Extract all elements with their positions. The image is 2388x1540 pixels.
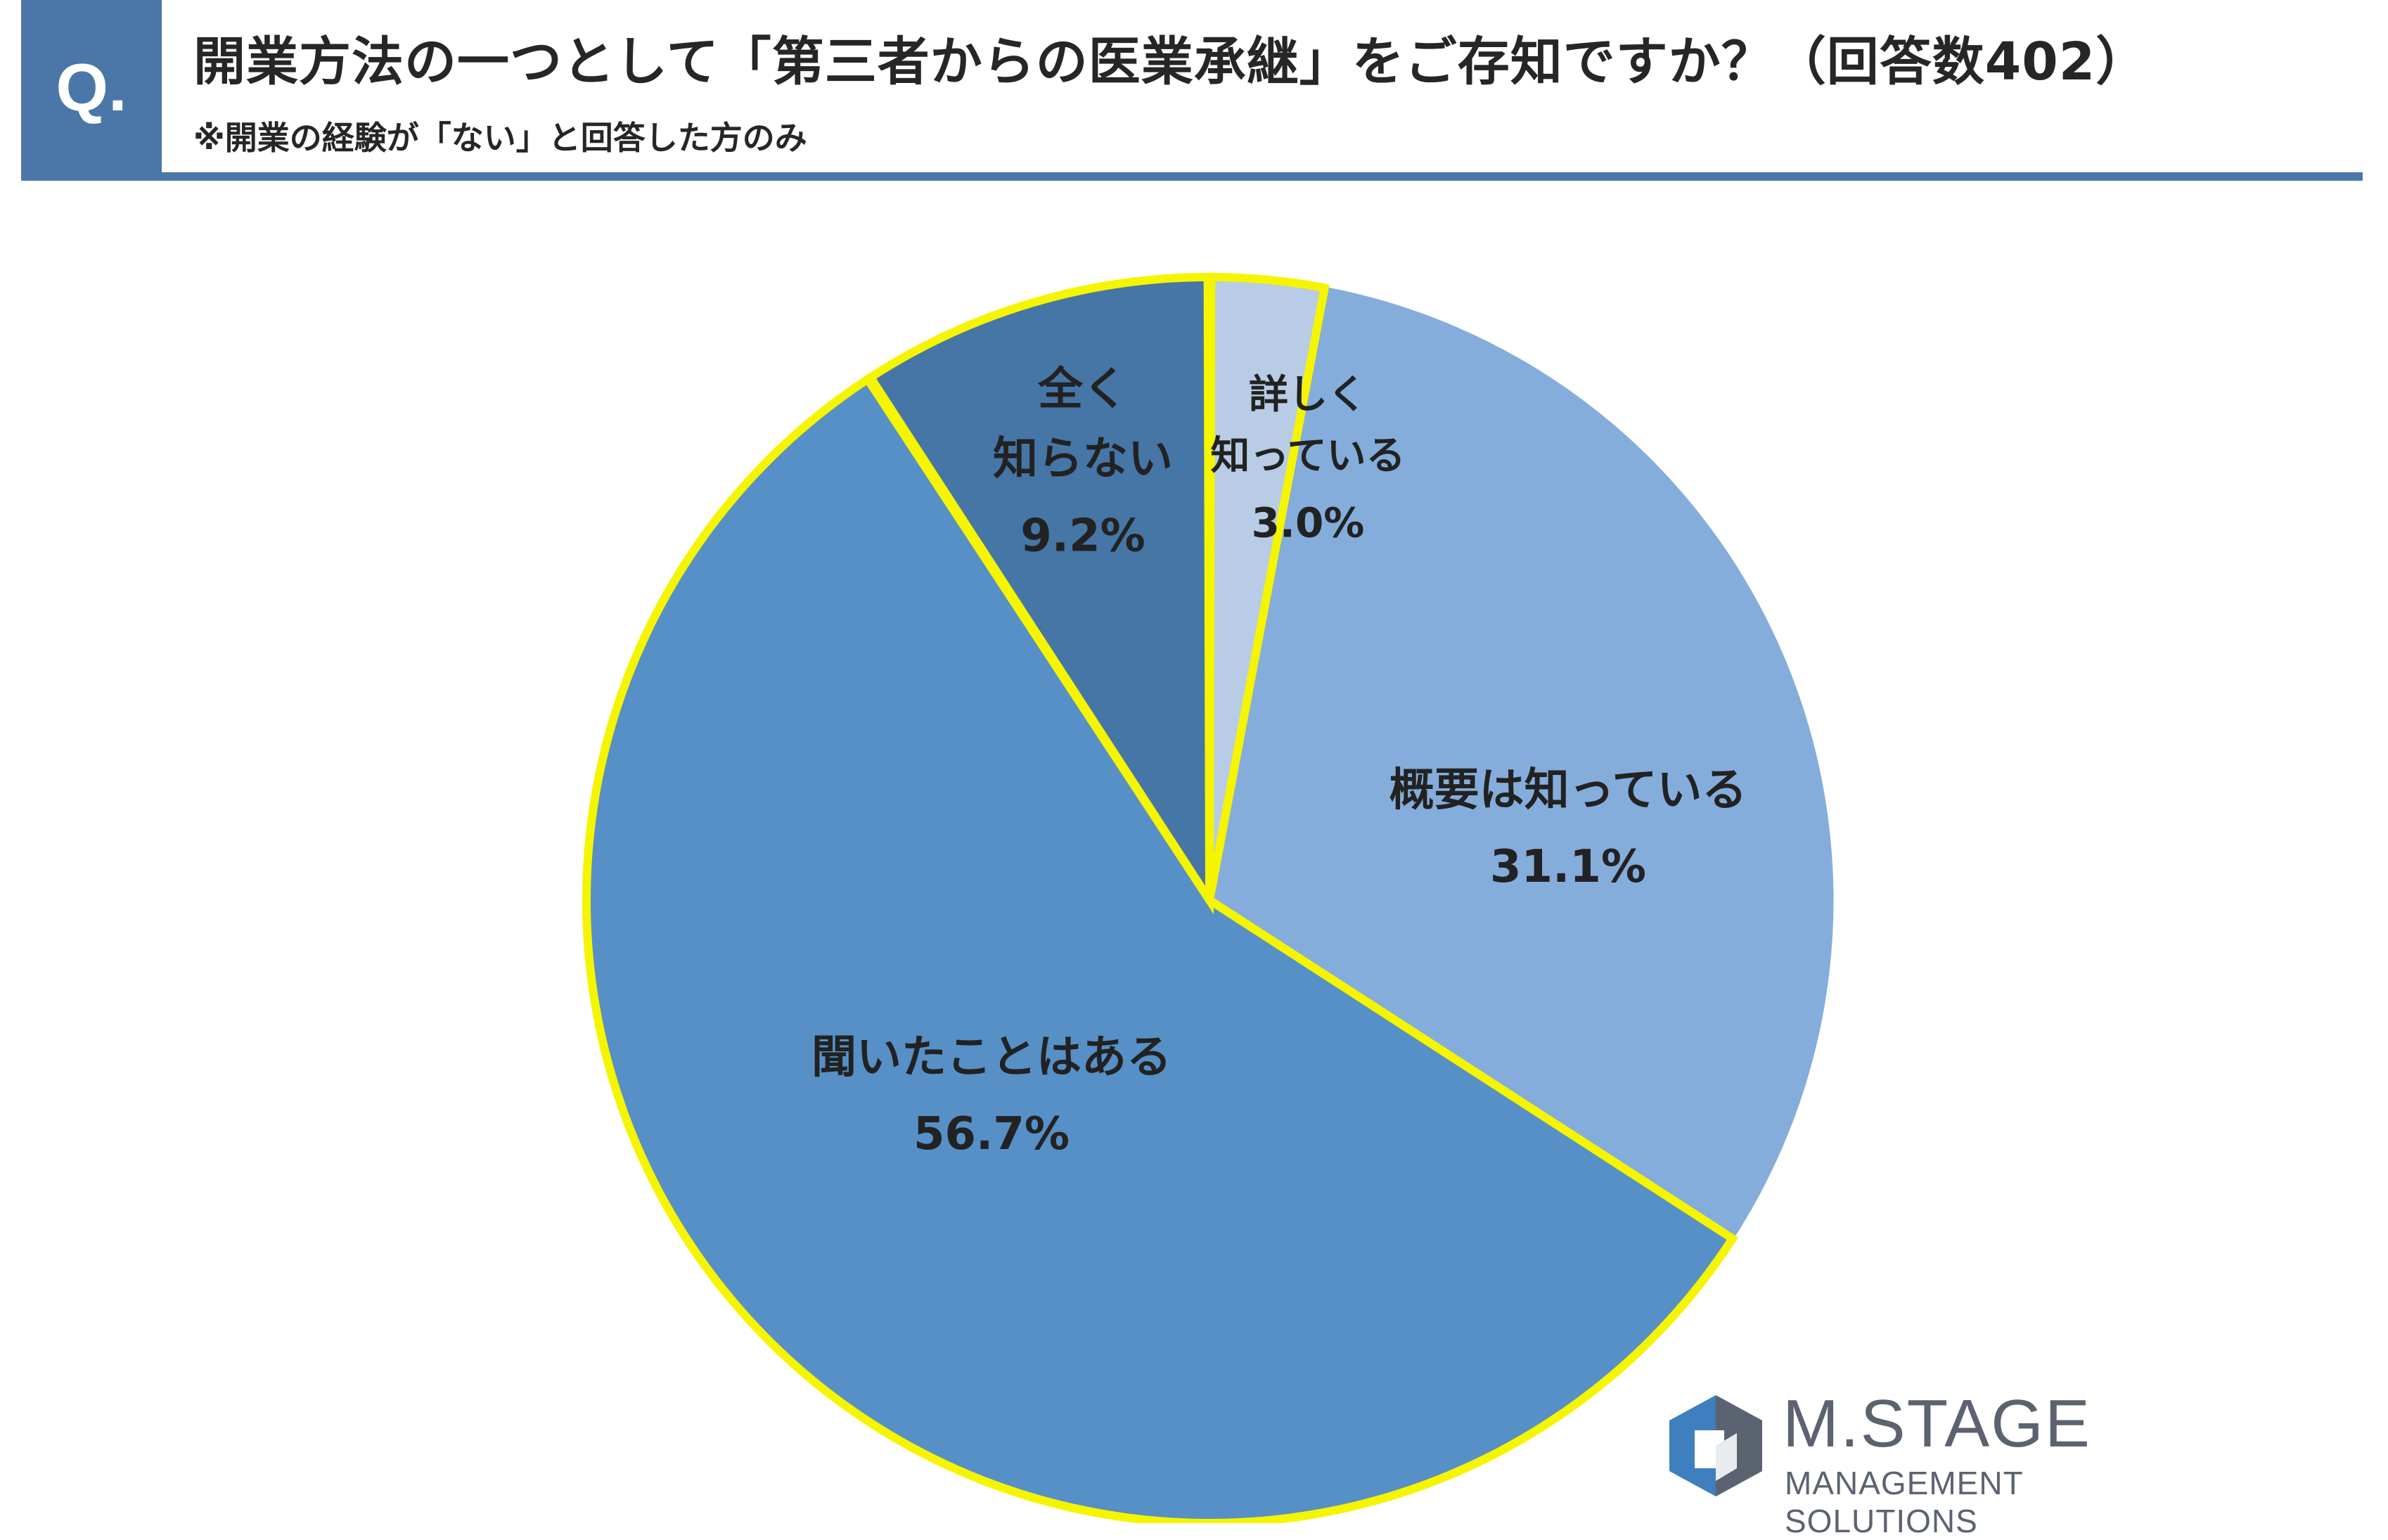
pie-value-label-3: 56.7% — [913, 1108, 1070, 1160]
pie-value-label-1: 3.0% — [1252, 499, 1365, 547]
pie-label-3-line-1: 聞いたことはある — [811, 1032, 1171, 1084]
logo-name: M.STAGE — [1783, 1386, 2091, 1461]
pie-slice-highlight-4 — [864, 272, 1214, 915]
question-badge: Q. — [21, 0, 162, 176]
pie-label-1-line-1: 詳しく — [1249, 372, 1367, 418]
company-logo: M.STAGE MANAGEMENT SOLUTIONS — [1660, 1385, 2222, 1539]
question-subtitle: ※開業の経験が「ない」と回答した方のみ — [193, 119, 807, 157]
pie-label-2-line-1: 概要は知っている — [1389, 764, 1747, 816]
logo-mark-icon — [1669, 1395, 1762, 1496]
question-title: 開業方法の一つとして「第三者からの医業承継」をご存知ですか？（回答数402） — [193, 32, 2149, 92]
pie-value-label-4: 9.2% — [1020, 510, 1145, 562]
pie-value-label-2: 31.1% — [1490, 841, 1646, 893]
question-header: Q. 開業方法の一つとして「第三者からの医業承継」をご存知ですか？（回答数402… — [21, 0, 2363, 181]
logo-subtitle: MANAGEMENT SOLUTIONS — [1785, 1465, 2023, 1539]
pie-label-1-line-2: 知っている — [1210, 433, 1405, 479]
pie-label-4-line-2: 知らない — [993, 433, 1173, 485]
pie-label-4-line-1: 全く — [1037, 364, 1128, 416]
pie-slice-highlight-3 — [582, 373, 1739, 1523]
header-divider — [21, 172, 2363, 181]
